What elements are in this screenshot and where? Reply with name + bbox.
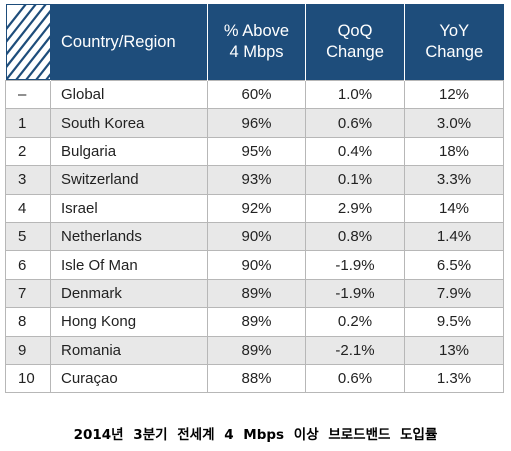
country-cell: South Korea — [50, 108, 208, 138]
country-cell: Romania — [50, 335, 208, 365]
qoq-change-cell: -1.9% — [305, 278, 405, 308]
table-row: 1 South Korea 96% 0.6% 3.0% — [5, 108, 504, 138]
rank-cell: 1 — [5, 108, 51, 138]
country-cell: Israel — [50, 193, 208, 223]
header-above4-line2: 4 Mbps — [229, 43, 284, 61]
yoy-change-cell: 3.3% — [404, 165, 504, 195]
header-qoq-line2: Change — [326, 43, 384, 61]
country-cell: Isle Of Man — [50, 250, 208, 280]
yoy-change-cell: 7.9% — [404, 278, 504, 308]
country-cell: Bulgaria — [50, 136, 208, 166]
rank-cell: 9 — [5, 335, 51, 365]
table-row: 2 Bulgaria 95% 0.4% 18% — [5, 136, 504, 166]
table-row: 10 Curaçao 88% 0.6% 1.3% — [5, 363, 504, 394]
country-cell: Hong Kong — [50, 307, 208, 337]
yoy-change-cell: 18% — [404, 136, 504, 166]
rank-cell: 3 — [5, 165, 51, 195]
table-header-row: Country/Region % Above 4 Mbps QoQ Change… — [5, 4, 504, 81]
above-4mbps-cell: 96% — [207, 108, 306, 138]
table-row: 8 Hong Kong 89% 0.2% 9.5% — [5, 307, 504, 337]
rank-cell: – — [5, 79, 51, 109]
rank-cell: 6 — [5, 250, 51, 280]
above-4mbps-cell: 95% — [207, 136, 306, 166]
header-country-region: Country/Region — [50, 4, 208, 81]
table-row: – Global 60% 1.0% 12% — [5, 79, 504, 109]
qoq-change-cell: 0.6% — [305, 108, 405, 138]
rank-cell: 8 — [5, 307, 51, 337]
table-row: 3 Switzerland 93% 0.1% 3.3% — [5, 165, 504, 195]
qoq-change-cell: 0.4% — [305, 136, 405, 166]
qoq-change-cell: 0.8% — [305, 221, 405, 251]
yoy-change-cell: 3.0% — [404, 108, 504, 138]
table-row: 5 Netherlands 90% 0.8% 1.4% — [5, 221, 504, 251]
above-4mbps-cell: 89% — [207, 335, 306, 365]
yoy-change-cell: 12% — [404, 79, 504, 109]
above-4mbps-cell: 89% — [207, 307, 306, 337]
table-body: – Global 60% 1.0% 12% 1 South Korea 96% 0.6% 3.0%… — [5, 79, 504, 394]
qoq-change-cell: 2.9% — [305, 193, 405, 223]
rank-cell: 10 — [5, 363, 51, 394]
country-cell: Global — [50, 79, 208, 109]
table-caption: 2014년 3분기 전세계 4 Mbps 이상 브로드밴드 도입률 — [73, 427, 438, 443]
country-cell: Denmark — [50, 278, 208, 308]
above-4mbps-cell: 60% — [207, 79, 306, 109]
qoq-change-cell: 0.6% — [305, 363, 405, 394]
header-hatch-cell — [5, 4, 51, 81]
table-row: 4 Israel 92% 2.9% 14% — [5, 193, 504, 223]
qoq-change-cell: 0.2% — [305, 307, 405, 337]
header-above-4mbps: % Above 4 Mbps — [207, 4, 306, 81]
above-4mbps-cell: 90% — [207, 221, 306, 251]
header-above4-line1: % Above — [223, 22, 290, 40]
header-yoy-line1: YoY — [439, 22, 470, 40]
yoy-change-cell: 13% — [404, 335, 504, 365]
table-row: 6 Isle Of Man 90% -1.9% 6.5% — [5, 250, 504, 280]
diagonal-hatch-icon — [5, 4, 51, 80]
header-country-label: Country/Region — [61, 32, 176, 51]
rank-cell: 2 — [5, 136, 51, 166]
header-yoy-change: YoY Change — [404, 4, 504, 81]
above-4mbps-cell: 93% — [207, 165, 306, 195]
rank-cell: 7 — [5, 278, 51, 308]
yoy-change-cell: 14% — [404, 193, 504, 223]
table-row: 7 Denmark 89% -1.9% 7.9% — [5, 278, 504, 308]
above-4mbps-cell: 88% — [207, 363, 306, 394]
country-cell: Netherlands — [50, 221, 208, 251]
yoy-change-cell: 6.5% — [404, 250, 504, 280]
yoy-change-cell: 1.3% — [404, 363, 504, 394]
qoq-change-cell: 1.0% — [305, 79, 405, 109]
qoq-change-cell: -1.9% — [305, 250, 405, 280]
yoy-change-cell: 9.5% — [404, 307, 504, 337]
header-qoq-line1: QoQ — [337, 22, 373, 40]
header-qoq-change: QoQ Change — [305, 4, 405, 81]
qoq-change-cell: -2.1% — [305, 335, 405, 365]
above-4mbps-cell: 90% — [207, 250, 306, 280]
header-yoy-line2: Change — [425, 43, 484, 61]
rank-cell: 5 — [5, 221, 51, 251]
broadband-adoption-table: Country/Region % Above 4 Mbps QoQ Change… — [5, 4, 504, 394]
yoy-change-cell: 1.4% — [404, 221, 504, 251]
rank-cell: 4 — [5, 193, 51, 223]
country-cell: Switzerland — [50, 165, 208, 195]
above-4mbps-cell: 92% — [207, 193, 306, 223]
above-4mbps-cell: 89% — [207, 278, 306, 308]
country-cell: Curaçao — [50, 363, 208, 394]
qoq-change-cell: 0.1% — [305, 165, 405, 195]
table-row: 9 Romania 89% -2.1% 13% — [5, 335, 504, 365]
